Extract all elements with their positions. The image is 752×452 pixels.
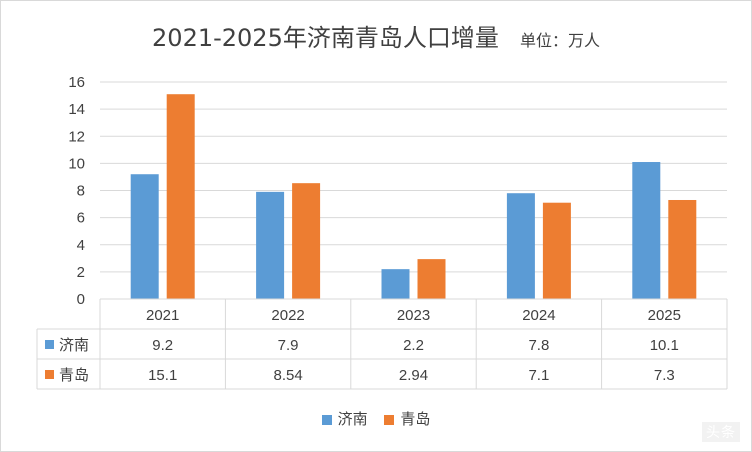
data-label-jinan-2022: 7.9: [278, 337, 299, 354]
data-label-qingdao-2023: 2.94: [399, 367, 428, 384]
legend-swatch-qingdao: [384, 414, 395, 425]
x-tick-label-2024: 2024: [522, 307, 555, 324]
bar-qingdao-2025: [668, 199, 697, 299]
table-series-label-qingdao: 青岛: [59, 366, 89, 384]
legend-item-jinan: 济南: [321, 408, 368, 429]
data-label-jinan-2021: 9.2: [152, 337, 173, 354]
data-label-jinan-2025: 10.1: [650, 337, 679, 354]
x-tick-label-2023: 2023: [397, 307, 430, 324]
table-swatch-jinan: [45, 340, 54, 349]
data-label-jinan-2023: 2.2: [403, 337, 424, 354]
chart-title-block: 2021-2025年济南青岛人口增量 单位：万人: [0, 18, 752, 53]
legend-swatch-jinan: [321, 414, 332, 425]
data-label-jinan-2024: 7.8: [528, 337, 549, 354]
y-tick-label-6: 6: [77, 210, 85, 227]
legend-item-qingdao: 青岛: [384, 408, 430, 429]
table-series-label-jinan: 济南: [59, 336, 89, 354]
y-tick-label-16: 16: [68, 74, 85, 91]
bar-qingdao-2023: [417, 259, 446, 299]
y-tick-label-12: 12: [68, 128, 85, 145]
chart-legend: 济南 青岛: [0, 408, 752, 429]
chart-unit-label: 单位：万人: [519, 31, 600, 50]
bar-jinan-2024: [506, 193, 535, 299]
bar-jinan-2022: [256, 191, 285, 299]
bar-qingdao-2022: [292, 183, 321, 299]
bar-jinan-2021: [130, 174, 159, 299]
x-tick-label-2025: 2025: [648, 307, 681, 324]
y-tick-label-10: 10: [68, 155, 85, 172]
data-label-qingdao-2024: 7.1: [528, 367, 549, 384]
y-tick-label-2: 2: [77, 264, 85, 281]
data-label-qingdao-2022: 8.54: [273, 367, 302, 384]
x-tick-label-2022: 2022: [271, 307, 304, 324]
y-tick-label-14: 14: [68, 101, 85, 118]
bar-jinan-2025: [632, 162, 661, 299]
legend-label-qingdao: 青岛: [400, 410, 431, 428]
data-label-qingdao-2021: 15.1: [148, 367, 177, 384]
chart-title: 2021-2025年济南青岛人口增量: [152, 24, 499, 52]
table-swatch-qingdao: [45, 370, 54, 379]
bar-jinan-2023: [381, 269, 410, 299]
x-tick-label-2021: 2021: [146, 307, 179, 324]
bar-qingdao-2024: [542, 202, 571, 299]
legend-label-jinan: 济南: [337, 410, 368, 428]
y-tick-label-8: 8: [77, 183, 85, 200]
data-label-qingdao-2025: 7.3: [654, 367, 675, 384]
y-tick-label-0: 0: [77, 291, 85, 308]
watermark: 头条: [702, 422, 740, 442]
bar-qingdao-2021: [166, 94, 195, 299]
y-tick-label-4: 4: [77, 237, 85, 254]
